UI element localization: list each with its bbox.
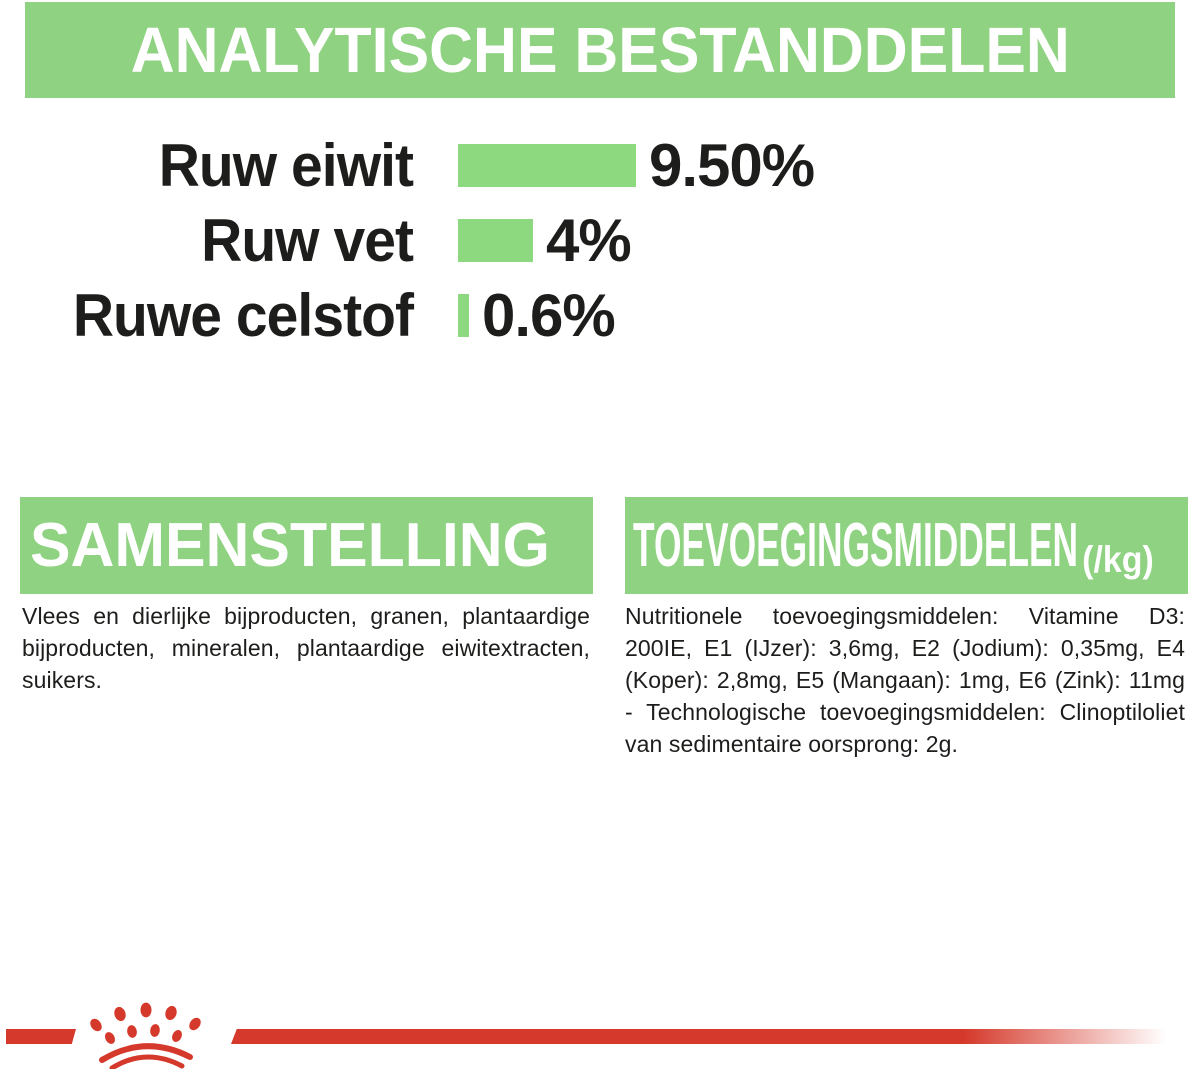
additives-title-unit: (/kg) <box>1081 537 1154 580</box>
footer-stripe-right <box>231 1029 1195 1044</box>
additives-banner: TOEVOEGINGSMIDDELEN (/kg) <box>625 497 1188 594</box>
nutrient-bar-chart: Ruw eiwit 9.50% Ruw vet 4% Ruwe celstof 0.6% <box>0 128 1200 353</box>
nutrient-bar <box>458 219 533 262</box>
composition-text: Vlees en dierlijke bijproducten, granen,… <box>22 603 590 693</box>
nutrient-bar <box>458 144 636 187</box>
composition-banner: SAMENSTELLING <box>20 497 593 594</box>
analytical-constituents-title: ANALYTISCHE BESTANDDELEN <box>130 14 1070 86</box>
chart-row: Ruw eiwit 9.50% <box>0 128 1200 203</box>
nutrient-label: Ruwe celstof <box>72 282 414 349</box>
additives-text: Nutritionele toevoegingsmiddelen: Vitami… <box>625 603 1185 757</box>
nutrient-value: 0.6% <box>482 282 616 349</box>
additives-title-main: TOEVOEGINGSMIDDELEN <box>633 510 1079 580</box>
nutrient-label: Ruw eiwit <box>158 132 414 199</box>
footer-stripe-left <box>6 1029 76 1044</box>
composition-title: SAMENSTELLING <box>30 510 550 580</box>
nutrient-label: Ruw vet <box>201 207 414 274</box>
analytical-constituents-banner: ANALYTISCHE BESTANDDELEN <box>25 2 1175 98</box>
nutrient-bar <box>458 294 469 337</box>
nutrient-value: 9.50% <box>649 132 815 199</box>
chart-row: Ruw vet 4% <box>0 203 1200 278</box>
additives-title: TOEVOEGINGSMIDDELEN (/kg) <box>633 514 1153 577</box>
nutrient-value: 4% <box>546 207 632 274</box>
chart-row: Ruwe celstof 0.6% <box>0 278 1200 353</box>
royal-canin-crown-icon <box>90 1002 201 1069</box>
